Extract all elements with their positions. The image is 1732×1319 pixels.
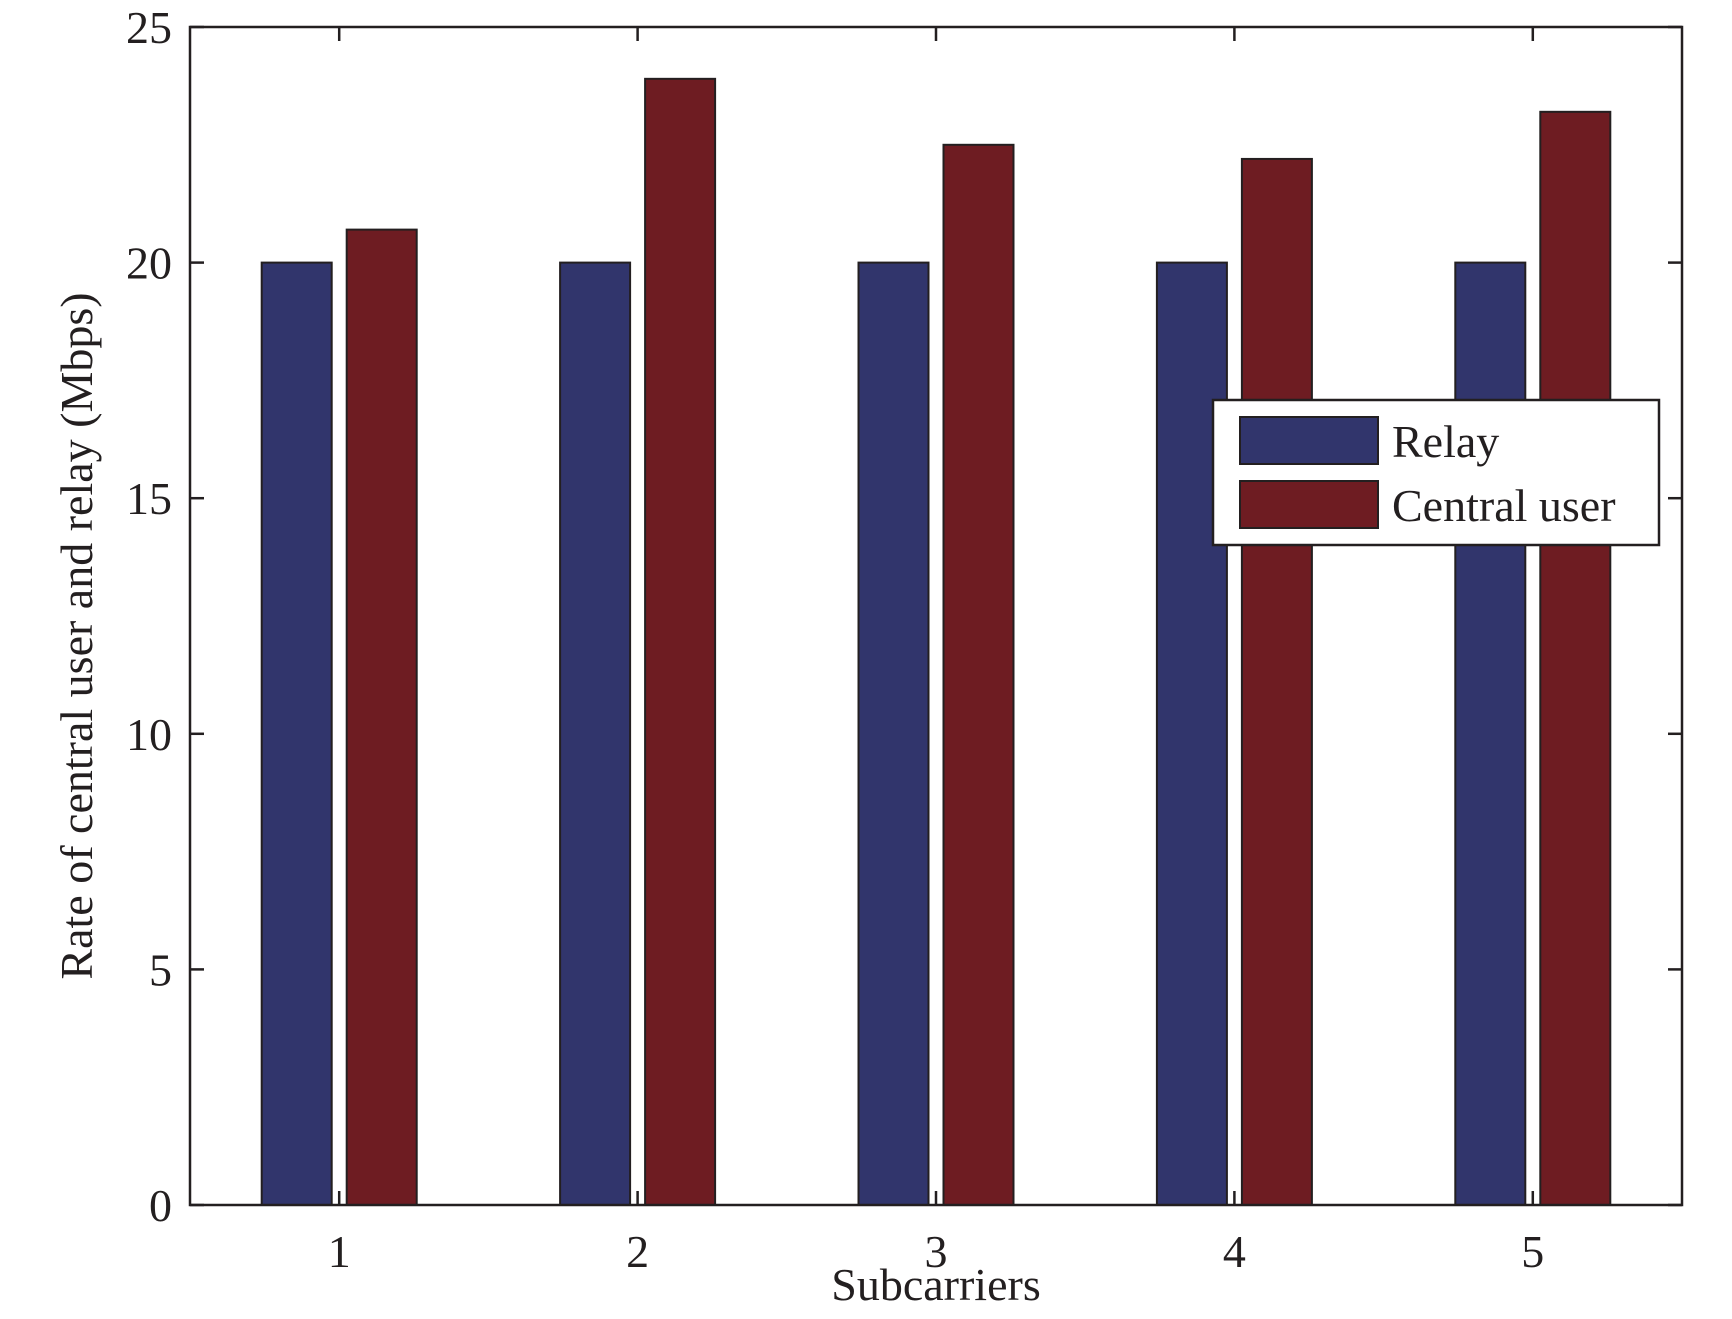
bars-group bbox=[260, 77, 1612, 1207]
bar-relay-2 bbox=[559, 261, 632, 1207]
bar-central-user-5 bbox=[1539, 110, 1612, 1206]
x-tick-label-1: 1 bbox=[328, 1226, 351, 1277]
y-tick-label-15: 15 bbox=[126, 473, 172, 524]
y-tick-label-5: 5 bbox=[149, 944, 172, 995]
legend: Relay Central user bbox=[1211, 398, 1661, 547]
x-axis-title: Subcarriers bbox=[831, 1259, 1040, 1310]
legend-swatch-central-user bbox=[1239, 480, 1379, 529]
legend-label-relay: Relay bbox=[1392, 416, 1499, 467]
y-tick-label-20: 20 bbox=[126, 238, 172, 289]
x-tick-label-4: 4 bbox=[1223, 1226, 1246, 1277]
bar-central-user-1 bbox=[345, 228, 418, 1206]
y-tick-label-10: 10 bbox=[126, 709, 172, 760]
x-tick-label-2: 2 bbox=[626, 1226, 649, 1277]
y-axis-title: Rate of central user and relay (Mbps) bbox=[51, 292, 102, 979]
bar-central-user-3 bbox=[942, 143, 1015, 1206]
x-tick-label-3: 3 bbox=[925, 1226, 948, 1277]
y-tick-label-25: 25 bbox=[126, 2, 172, 53]
bar-central-user-4 bbox=[1240, 157, 1313, 1206]
bar-relay-3 bbox=[857, 261, 930, 1207]
x-tick-label-5: 5 bbox=[1521, 1226, 1544, 1277]
y-axis-ticks: 0 5 10 15 20 25 bbox=[126, 2, 1682, 1231]
x-axis-ticks: 1 2 3 4 5 bbox=[328, 27, 1544, 1277]
bar-central-user-2 bbox=[644, 77, 717, 1206]
legend-swatch-relay bbox=[1239, 416, 1379, 465]
y-tick-label-0: 0 bbox=[149, 1180, 172, 1231]
bar-relay-1 bbox=[260, 261, 333, 1207]
legend-label-central-user: Central user bbox=[1392, 480, 1616, 531]
